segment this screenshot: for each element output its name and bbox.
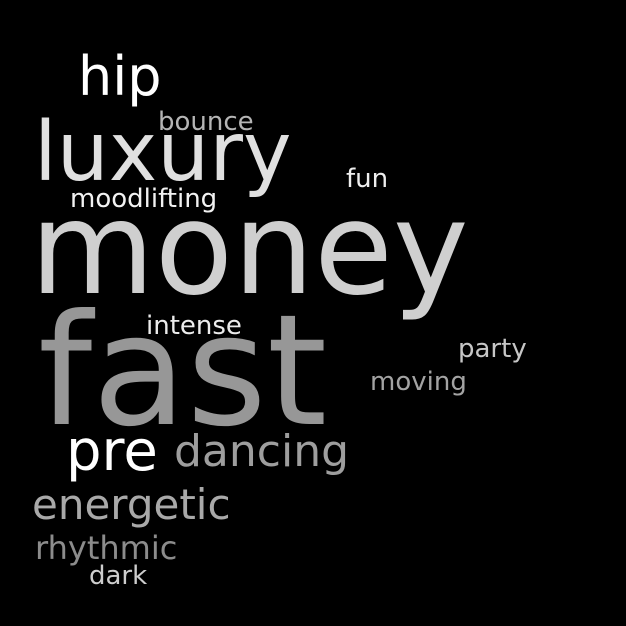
word-money: money [30, 175, 469, 324]
word-rhythmic: rhythmic [35, 529, 178, 567]
word-pre: pre [66, 419, 158, 484]
word-dark: dark [89, 561, 148, 591]
word-fun: fun [346, 164, 389, 194]
word-moodlifting: moodlifting [70, 184, 218, 214]
word-party: party [458, 334, 527, 364]
word-moving: moving [370, 367, 467, 397]
word-energetic: energetic [32, 480, 231, 529]
word-hip: hip [78, 45, 162, 108]
word-bounce: bounce [158, 107, 254, 137]
word-dancing: dancing [174, 426, 350, 477]
word-luxury: luxury [34, 105, 292, 200]
word-intense: intense [146, 311, 242, 341]
word-fast: fast [38, 282, 328, 461]
